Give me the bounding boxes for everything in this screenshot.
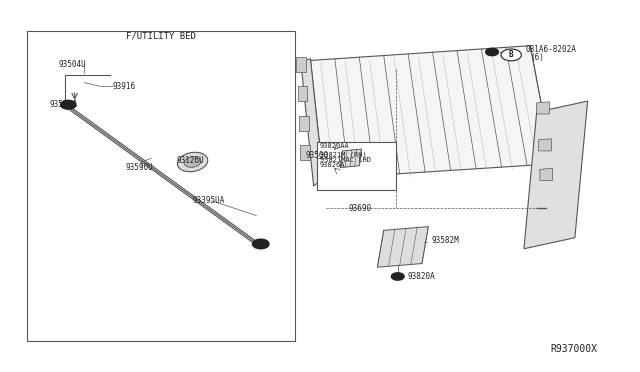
Text: 93820A: 93820A	[408, 272, 436, 281]
Text: 93126U: 93126U	[177, 155, 204, 165]
Text: 93826A: 93826A	[320, 162, 346, 168]
Circle shape	[61, 100, 76, 109]
Text: 93500: 93500	[306, 151, 329, 160]
Text: 93590U: 93590U	[125, 163, 154, 172]
Circle shape	[501, 49, 522, 61]
Text: 93690: 93690	[349, 204, 372, 213]
Polygon shape	[299, 116, 308, 131]
Ellipse shape	[184, 157, 201, 167]
Circle shape	[252, 239, 269, 249]
Text: 93820AA: 93820AA	[320, 143, 349, 149]
Polygon shape	[537, 102, 549, 114]
Circle shape	[486, 48, 499, 56]
Polygon shape	[296, 57, 306, 71]
Polygon shape	[300, 145, 310, 160]
Text: 93916: 93916	[113, 82, 136, 91]
Text: 93821MAC LHD: 93821MAC LHD	[320, 157, 371, 163]
Text: 93550A: 93550A	[49, 100, 77, 109]
FancyBboxPatch shape	[27, 31, 294, 341]
Polygon shape	[540, 168, 552, 180]
Polygon shape	[340, 149, 362, 167]
Circle shape	[392, 273, 404, 280]
Polygon shape	[539, 139, 551, 151]
Polygon shape	[301, 59, 323, 186]
Polygon shape	[524, 101, 588, 249]
Text: F/UTILITY BED: F/UTILITY BED	[125, 31, 196, 40]
Text: 93395UA: 93395UA	[193, 196, 225, 205]
Polygon shape	[298, 86, 307, 101]
Text: 93582M: 93582M	[431, 236, 460, 245]
Text: 93821M (RH): 93821M (RH)	[320, 151, 367, 158]
Text: 081A6-8202A: 081A6-8202A	[525, 45, 576, 54]
Polygon shape	[378, 227, 428, 267]
Text: B: B	[509, 51, 513, 60]
Text: 93504U: 93504U	[59, 60, 86, 69]
Ellipse shape	[177, 152, 208, 172]
Text: R937000X: R937000X	[550, 344, 597, 354]
Polygon shape	[310, 46, 552, 179]
Text: (6): (6)	[531, 53, 544, 62]
FancyBboxPatch shape	[317, 142, 396, 190]
